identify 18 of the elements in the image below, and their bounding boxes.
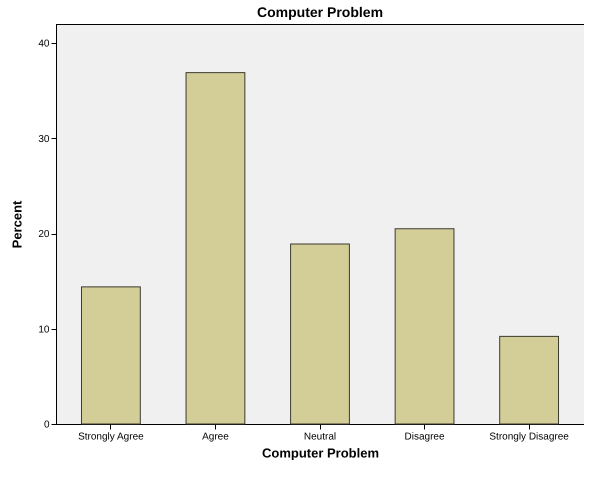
- bar: [290, 244, 350, 424]
- y-tick-label: 30: [38, 134, 50, 145]
- y-tick-label: 0: [44, 420, 50, 430]
- x-tick-label: Neutral: [304, 432, 336, 442]
- y-axis-title: Percent: [9, 200, 24, 248]
- y-tick-label: 20: [38, 229, 50, 240]
- bar: [80, 286, 141, 424]
- bar: [499, 336, 560, 424]
- y-tick-label: 10: [38, 324, 50, 336]
- x-tick-label: Strongly Agree: [78, 432, 144, 442]
- bar: [186, 72, 246, 424]
- bar: [394, 228, 454, 424]
- x-tick-label: Agree: [202, 432, 230, 442]
- x-tick-label: Strongly Disagree: [489, 432, 570, 442]
- x-axis-title: Computer Problem: [262, 446, 380, 460]
- y-tick-label: 40: [38, 38, 50, 50]
- x-tick-label: Disagree: [404, 432, 445, 442]
- chart-title: Computer Problem: [256, 4, 384, 20]
